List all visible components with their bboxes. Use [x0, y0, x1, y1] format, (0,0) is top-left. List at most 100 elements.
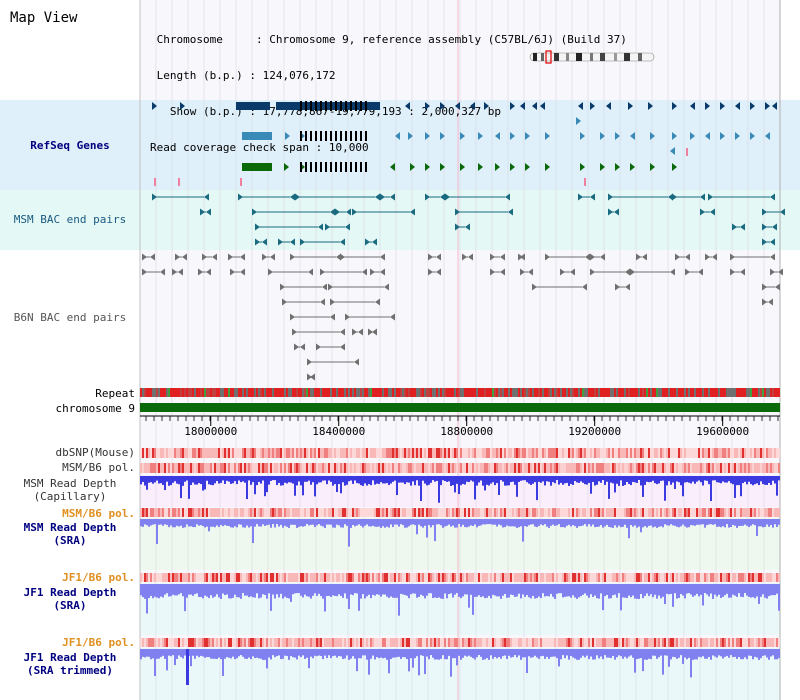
- jf1-depth-sra-bar: [700, 584, 702, 595]
- msm-depth-sra-bar: [394, 519, 396, 525]
- msm-b6-pol-strip: [308, 463, 310, 473]
- b6n-bac-pair: [198, 268, 203, 276]
- b6n-bac-pair: [160, 268, 165, 276]
- jf1-b6-pol-strip: [580, 573, 582, 582]
- repeat-segment: [772, 388, 774, 397]
- jf1-depth-sra-bar: [492, 584, 494, 595]
- repeat-segment: [696, 388, 698, 397]
- jf1-b6-pol2-strip: [434, 638, 436, 647]
- dbsnp-strip: [478, 448, 480, 458]
- jf1-depth-trim-bar: [352, 649, 354, 657]
- jf1-b6-pol2-strip: [738, 638, 740, 647]
- msm-depth-capillary-bar: [690, 476, 692, 484]
- b6n-bac-pair: [240, 253, 245, 261]
- jf1-b6-pol2-strip: [710, 638, 712, 647]
- jf1-b6-pol-strip: [734, 573, 736, 582]
- msm-b6-pol-strip: [456, 463, 458, 473]
- msm-b6-pol-strip: [140, 463, 142, 473]
- msm-b6-pol2-strip: [592, 508, 594, 517]
- msm-depth-sra-bar: [750, 519, 752, 526]
- jf1-depth-trim-bar: [292, 649, 294, 658]
- msm-b6-pol-strip: [530, 463, 532, 473]
- msm-depth-sra-bar: [690, 519, 692, 526]
- track-label-msm-b6-pol-2: MSM/B6 pol.: [62, 507, 135, 520]
- repeat-segment: [266, 388, 268, 397]
- msm-b6-pol-strip: [672, 463, 674, 473]
- jf1-depth-trim-bar: [624, 649, 626, 657]
- dbsnp-strip: [370, 448, 372, 458]
- msm-b6-pol2-strip: [276, 508, 278, 517]
- msm-depth-capillary-bar: [604, 476, 606, 485]
- dbsnp-strip: [208, 448, 210, 458]
- msm-depth-sra-bar: [444, 519, 446, 527]
- b6n-bac-pair: [290, 253, 295, 261]
- jf1-b6-pol-strip: [424, 573, 426, 582]
- dbsnp-strip: [302, 448, 304, 458]
- dbsnp-strip: [586, 448, 588, 458]
- msm-bac-pair: [608, 208, 613, 216]
- jf1-depth-sra-bar: [178, 584, 180, 595]
- jf1-b6-pol-strip: [332, 573, 334, 582]
- dbsnp-strip: [700, 448, 702, 458]
- jf1-depth-trim-bar: [558, 649, 560, 667]
- dbsnp-strip: [410, 448, 412, 458]
- jf1-b6-pol-strip: [638, 573, 640, 582]
- dbsnp-strip: [210, 448, 212, 458]
- dbsnp-strip: [298, 448, 300, 458]
- msm-depth-sra-bar: [720, 519, 722, 528]
- msm-depth-sra-bar: [316, 519, 318, 526]
- jf1-b6-pol-strip: [602, 573, 604, 582]
- jf1-depth-trim-bar: [550, 649, 552, 657]
- jf1-b6-pol-strip: [736, 573, 738, 582]
- msm-depth-capillary-bar: [460, 476, 462, 486]
- jf1-b6-pol-strip: [666, 573, 668, 582]
- jf1-b6-pol2-strip: [638, 638, 640, 647]
- msm-b6-pol2-strip: [778, 508, 780, 517]
- msm-depth-sra-bar: [326, 519, 328, 525]
- msm-b6-pol2-strip: [694, 508, 696, 517]
- msm-b6-pol-strip: [188, 463, 190, 473]
- dbsnp-strip: [292, 448, 294, 458]
- exon-mark: [325, 131, 327, 141]
- msm-b6-pol-strip: [250, 463, 252, 473]
- msm-b6-pol2-strip: [672, 508, 674, 517]
- jf1-depth-sra-bar: [322, 584, 324, 599]
- jf1-depth-trim-bar: [554, 649, 556, 657]
- dbsnp-strip: [394, 448, 396, 458]
- jf1-depth-sra-bar: [740, 584, 742, 597]
- jf1-b6-pol2-strip: [210, 638, 212, 647]
- jf1-b6-pol-strip: [600, 573, 602, 582]
- msm-depth-capillary-bar: [730, 476, 732, 484]
- msm-b6-pol2-strip: [202, 508, 204, 517]
- jf1-b6-pol2-strip: [498, 638, 500, 647]
- jf1-b6-pol2-strip: [746, 638, 748, 647]
- msm-depth-sra-bar: [502, 519, 504, 528]
- refseq-gene-arrow: [765, 132, 770, 140]
- jf1-b6-pol-strip: [442, 573, 444, 582]
- repeat-segment: [754, 388, 756, 397]
- repeat-segment: [152, 388, 154, 397]
- msm-b6-pol-strip: [222, 463, 224, 473]
- repeat-segment: [260, 388, 262, 397]
- repeat-segment: [570, 388, 572, 397]
- jf1-b6-pol2-strip: [300, 638, 302, 647]
- jf1-b6-pol-strip: [360, 573, 362, 582]
- repeat-segment: [664, 388, 666, 397]
- msm-bac-pair: [668, 193, 673, 201]
- msm-b6-pol-strip: [214, 463, 216, 473]
- exon-mark: [345, 162, 347, 172]
- jf1-b6-pol2-strip: [538, 638, 540, 647]
- msm-b6-pol-strip: [678, 463, 680, 473]
- jf1-depth-sra-bar: [598, 584, 600, 599]
- dbsnp-strip: [396, 448, 398, 458]
- dbsnp-strip: [634, 448, 636, 458]
- msm-b6-pol-strip: [514, 463, 516, 473]
- exon-mark: [335, 131, 337, 141]
- jf1-b6-pol-strip: [748, 573, 750, 582]
- dbsnp-strip: [436, 448, 438, 458]
- jf1-depth-sra-bar: [404, 584, 406, 595]
- jf1-depth-trim-bar: [644, 649, 646, 660]
- refseq-gene-arrow: [705, 102, 710, 110]
- msm-b6-pol2-strip: [236, 508, 238, 517]
